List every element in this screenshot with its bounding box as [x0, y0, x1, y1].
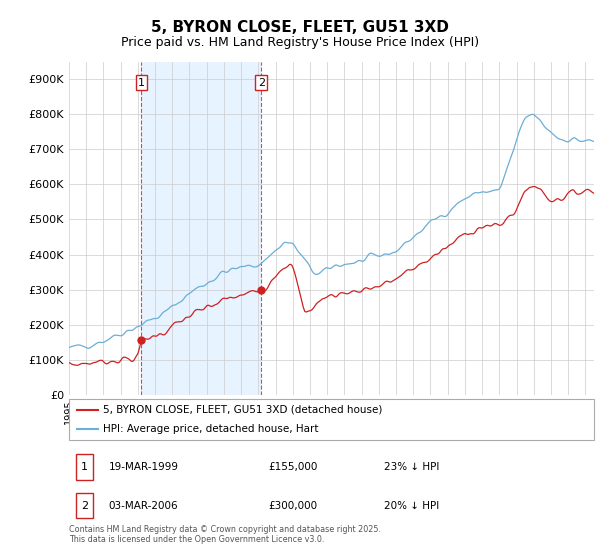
Text: £300,000: £300,000 [269, 501, 317, 511]
Text: 1: 1 [138, 78, 145, 88]
Text: Contains HM Land Registry data © Crown copyright and database right 2025.
This d: Contains HM Land Registry data © Crown c… [69, 525, 381, 544]
Text: 23% ↓ HPI: 23% ↓ HPI [384, 462, 439, 472]
Text: Price paid vs. HM Land Registry's House Price Index (HPI): Price paid vs. HM Land Registry's House … [121, 36, 479, 49]
Text: HPI: Average price, detached house, Hart: HPI: Average price, detached house, Hart [103, 424, 319, 434]
Bar [76, 455, 93, 479]
Text: 20% ↓ HPI: 20% ↓ HPI [384, 501, 439, 511]
Text: 1: 1 [81, 462, 88, 472]
Text: 5, BYRON CLOSE, FLEET, GU51 3XD: 5, BYRON CLOSE, FLEET, GU51 3XD [151, 20, 449, 35]
Text: £155,000: £155,000 [269, 462, 318, 472]
Text: 03-MAR-2006: 03-MAR-2006 [109, 501, 178, 511]
Text: 2: 2 [258, 78, 265, 88]
Text: 19-MAR-1999: 19-MAR-1999 [109, 462, 178, 472]
Bar [76, 493, 93, 519]
Bar [142, 62, 261, 395]
Text: 5, BYRON CLOSE, FLEET, GU51 3XD (detached house): 5, BYRON CLOSE, FLEET, GU51 3XD (detache… [103, 405, 383, 415]
Text: 2: 2 [81, 501, 88, 511]
